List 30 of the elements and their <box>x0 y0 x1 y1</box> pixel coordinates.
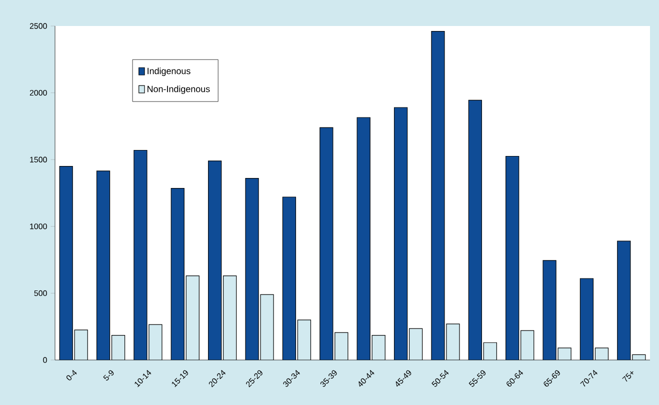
bar <box>171 188 184 360</box>
bar <box>520 330 534 360</box>
bar <box>74 330 88 360</box>
bar <box>506 156 519 360</box>
bar <box>60 166 73 360</box>
bar <box>431 31 444 360</box>
bar <box>372 335 386 360</box>
bar <box>298 320 311 360</box>
bar <box>260 294 274 360</box>
bar <box>580 278 594 360</box>
bar <box>112 335 125 360</box>
bar <box>282 197 296 360</box>
bar <box>134 150 147 360</box>
bar <box>246 178 259 360</box>
bar <box>223 276 236 360</box>
bar <box>543 260 556 360</box>
legend-label: Indigenous <box>148 68 190 76</box>
bar <box>334 332 348 360</box>
legend-label: Non-Indigenous <box>148 86 210 94</box>
bar <box>208 160 222 360</box>
bar <box>394 107 408 360</box>
bar <box>148 324 162 360</box>
bar <box>96 170 110 360</box>
bar <box>468 100 482 360</box>
bar <box>617 240 631 360</box>
bar <box>409 328 422 360</box>
bar <box>320 128 333 360</box>
bar <box>186 276 200 360</box>
bar <box>357 118 370 360</box>
bar <box>484 342 497 360</box>
